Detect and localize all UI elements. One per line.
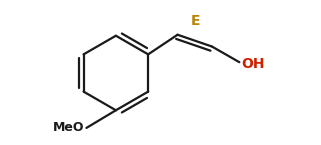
Text: MeO: MeO [53, 121, 84, 134]
Text: OH: OH [241, 57, 265, 71]
Text: E: E [190, 14, 200, 28]
